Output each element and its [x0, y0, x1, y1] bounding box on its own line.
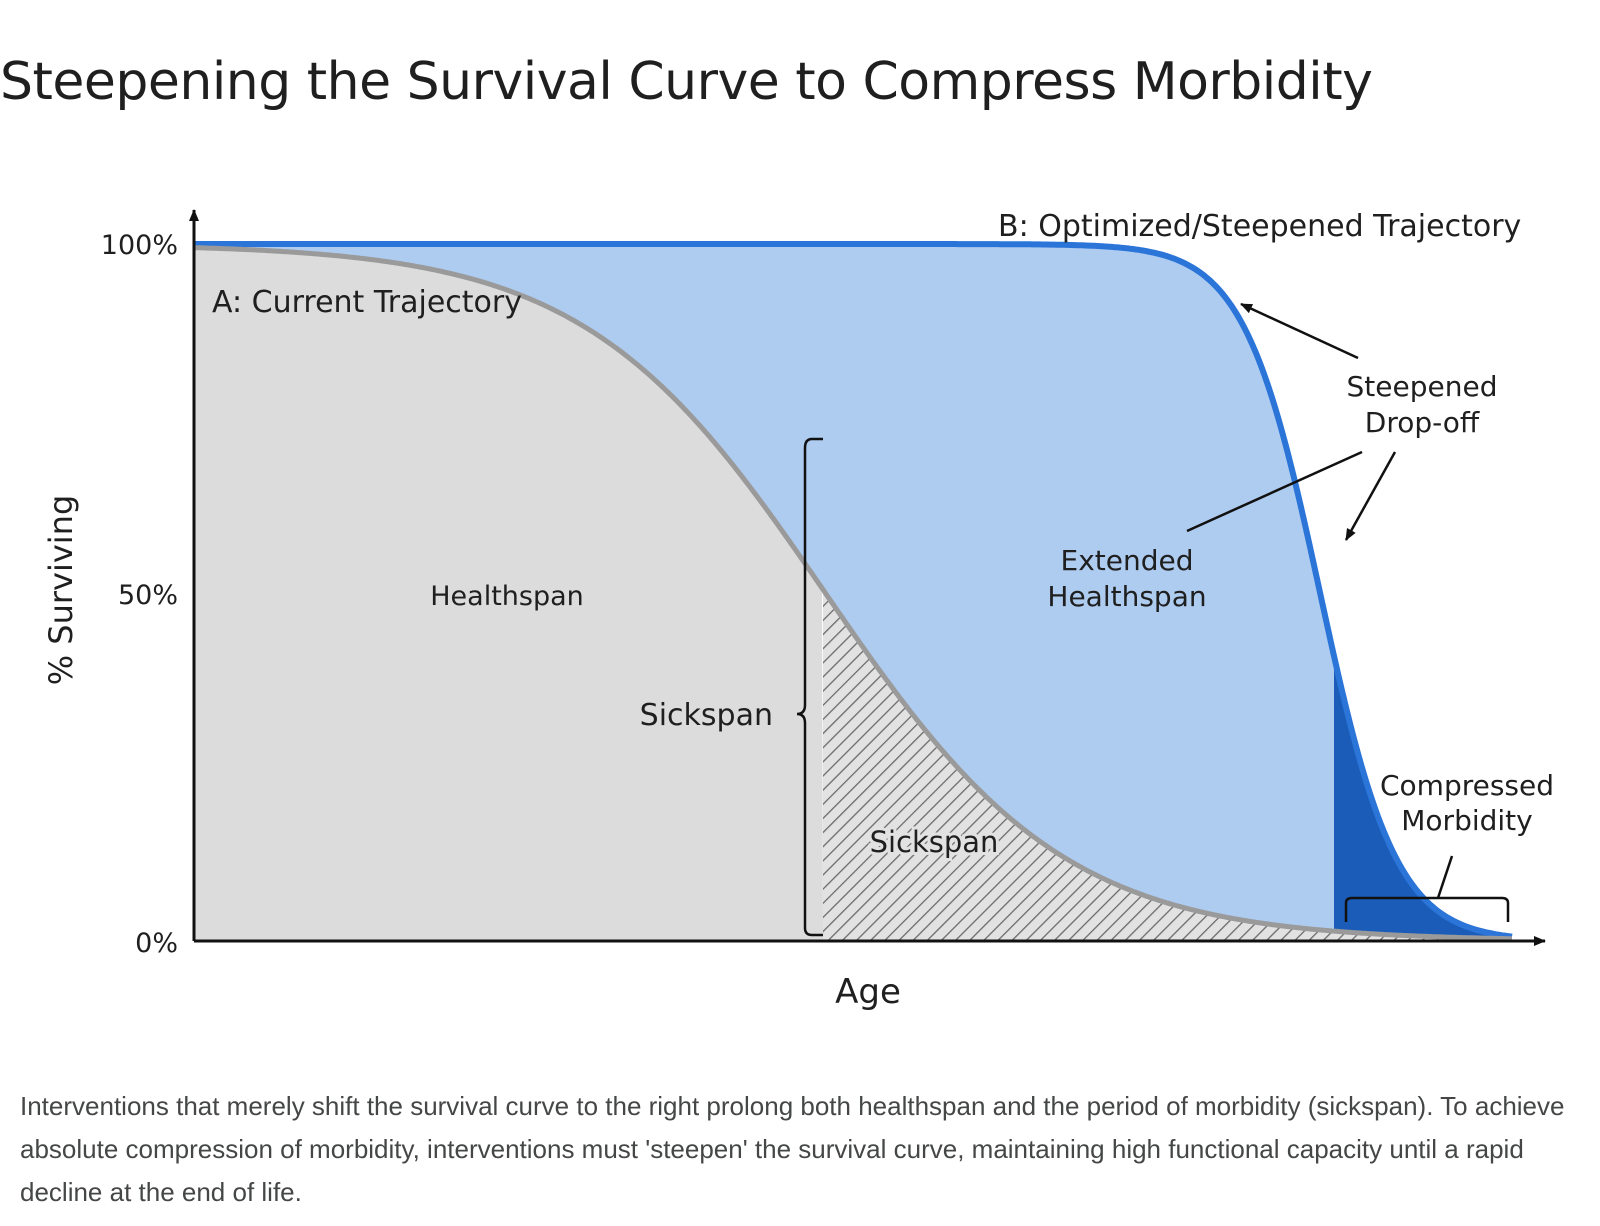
- y-axis-label: % Surviving: [42, 495, 80, 686]
- extended-healthspan-region: [194, 244, 1512, 939]
- survival-curve-diagram: 100% 50% 0% Age % Surviving A: Current T…: [42, 209, 1554, 1012]
- compressed-morbidity-bracket: [1344, 896, 1510, 922]
- current-trajectory-curve: [193, 245, 1512, 942]
- sickspan-bracket: [796, 437, 823, 937]
- series-label-current: A: Current Trajectory: [212, 285, 522, 320]
- compressed-morbidity-pointer: [1436, 855, 1454, 899]
- compressed-morbidity-region: [1334, 656, 1512, 941]
- healthspan-label: Healthspan: [430, 581, 584, 612]
- extended-healthspan-label-line1: Extended: [1061, 544, 1194, 577]
- steepened-dropoff-label-line1: Steepened: [1347, 370, 1498, 403]
- healthspan-region: [194, 247, 823, 942]
- y-tick-label: 100%: [101, 230, 178, 261]
- sickspan-bracket-label: Sickspan: [640, 698, 773, 733]
- dropoff-arrow-lower: [1344, 451, 1397, 541]
- y-tick-label: 50%: [118, 580, 178, 611]
- sickspan-region-label: Sickspan: [870, 825, 999, 859]
- x-axis-label: Age: [835, 972, 901, 1012]
- compressed-morbidity-label-line1: Compressed: [1380, 769, 1554, 802]
- dropoff-arrow-upper: [1240, 302, 1359, 360]
- y-tick-label: 0%: [135, 928, 178, 959]
- compressed-morbidity-label-line2: Morbidity: [1401, 804, 1532, 837]
- figure-caption: Interventions that merely shift the surv…: [20, 1091, 1565, 1207]
- extended-healthspan-label-line2: Healthspan: [1047, 580, 1206, 613]
- page-title: Steepening the Survival Curve to Compres…: [0, 52, 1373, 112]
- steepened-dropoff-label-line2: Drop-off: [1365, 406, 1480, 439]
- extended-healthspan-pointer: [1186, 450, 1363, 533]
- series-label-optimized: B: Optimized/Steepened Trajectory: [998, 209, 1521, 244]
- optimized-trajectory-curve: [194, 241, 1513, 940]
- sickspan-hatched-region: [823, 589, 1512, 941]
